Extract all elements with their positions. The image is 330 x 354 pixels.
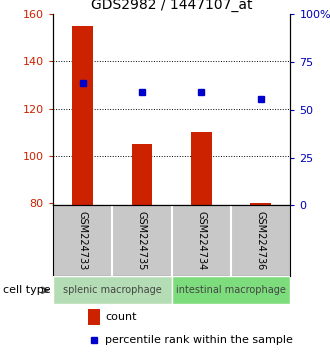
Bar [172,276,290,304]
Text: cell type: cell type [3,285,51,295]
Bar [131,144,152,205]
Bar [88,309,100,325]
Bar [250,203,271,205]
Text: GSM224734: GSM224734 [196,211,206,270]
Bar [53,276,172,304]
Title: GDS2982 / 1447107_at: GDS2982 / 1447107_at [91,0,252,12]
Text: GSM224733: GSM224733 [78,211,87,270]
Bar [72,26,93,205]
Text: intestinal macrophage: intestinal macrophage [176,285,286,295]
Text: count: count [105,312,137,322]
Text: splenic macrophage: splenic macrophage [63,285,162,295]
Bar [191,132,212,205]
Text: GSM224735: GSM224735 [137,211,147,270]
Text: GSM224736: GSM224736 [256,211,266,270]
Text: percentile rank within the sample: percentile rank within the sample [105,335,293,345]
